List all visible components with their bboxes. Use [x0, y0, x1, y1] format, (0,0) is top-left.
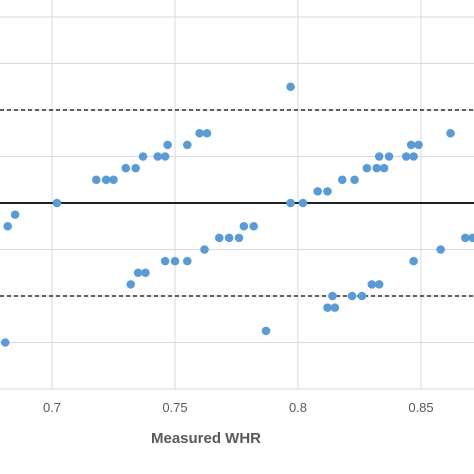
x-tick-label: 0.8 [289, 400, 307, 415]
data-point [323, 187, 332, 196]
data-point [121, 163, 131, 173]
data-point [10, 210, 20, 219]
data-point [374, 280, 384, 289]
data-point [409, 152, 418, 161]
data-point [379, 163, 389, 173]
data-point [202, 128, 212, 138]
data-point [362, 163, 372, 173]
data-point [239, 221, 249, 231]
data-point [323, 303, 332, 312]
data-point [153, 152, 163, 161]
data-point [183, 140, 192, 150]
data-point [141, 268, 150, 278]
data-points [0, 82, 474, 347]
data-point [131, 163, 140, 173]
data-point [163, 140, 172, 150]
reference-lines [0, 109, 474, 297]
data-point [3, 221, 13, 231]
data-point [224, 233, 234, 243]
data-point [313, 187, 322, 196]
x-axis-label: Measured WHR [151, 430, 261, 447]
data-point [468, 233, 474, 243]
data-point [261, 326, 271, 336]
x-tick-label: 0.7 [43, 400, 61, 415]
data-point [374, 152, 384, 161]
data-point [286, 198, 295, 208]
data-point [249, 221, 259, 231]
data-point [406, 140, 416, 150]
data-point [195, 128, 204, 138]
data-point [401, 152, 411, 161]
data-point [372, 163, 382, 173]
data-point [384, 152, 394, 161]
data-point [183, 256, 192, 266]
data-point [286, 82, 295, 92]
x-tick-label: 0.85 [408, 400, 433, 415]
data-point [234, 233, 244, 243]
data-point [347, 291, 357, 301]
data-point [101, 175, 111, 185]
data-point [109, 175, 118, 185]
data-point [91, 175, 101, 185]
data-point [160, 256, 170, 266]
data-point [330, 303, 340, 312]
data-point [133, 268, 143, 278]
data-point [414, 140, 423, 150]
data-point [52, 198, 62, 208]
data-point [0, 338, 10, 347]
data-point [357, 291, 367, 301]
data-point [337, 175, 347, 185]
gridlines [0, 0, 474, 390]
data-point [460, 233, 470, 243]
data-point [170, 256, 180, 266]
data-point [126, 280, 136, 289]
data-point [298, 198, 308, 208]
x-tick-labels: 0.70.750.80.850.90.951 [43, 400, 434, 415]
data-point [200, 245, 209, 254]
data-point [138, 152, 148, 161]
data-point [350, 175, 359, 185]
x-tick-label: 0.75 [162, 400, 187, 415]
data-point [409, 256, 418, 266]
data-point [214, 233, 224, 243]
data-point [367, 280, 377, 289]
data-point [328, 291, 337, 301]
data-point [446, 128, 455, 138]
data-point [160, 152, 170, 161]
data-point [436, 245, 445, 254]
